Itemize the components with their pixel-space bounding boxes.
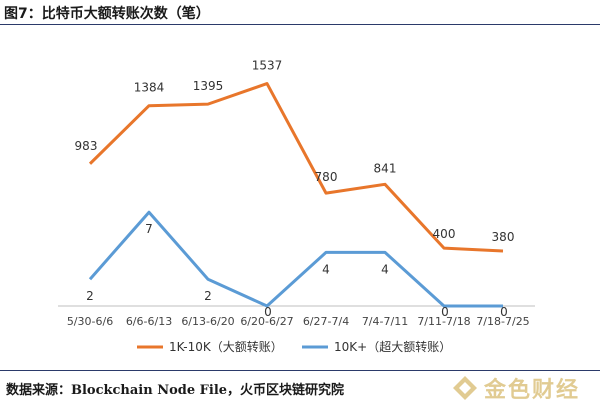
data-label: 2	[204, 289, 212, 303]
x-tick-label: 6/13-6/20	[181, 315, 234, 328]
x-tick-label: 5/30-6/6	[67, 315, 113, 328]
data-label: 380	[492, 230, 515, 244]
chart-title: 图7：比特币大额转账次数（笔）	[4, 3, 210, 23]
source-bar: 数据来源：Blockchain Node File，火币区块链研究院 金色财经	[0, 370, 600, 405]
x-tick-label: 7/18-7/25	[476, 315, 529, 328]
data-label: 841	[374, 161, 397, 175]
legend-item: 1K-10K（大额转账）	[137, 339, 283, 354]
data-label: 400	[433, 227, 456, 241]
data-label: 983	[75, 139, 98, 153]
x-tick-label: 7/11-7/18	[417, 315, 470, 328]
legend-label: 10K+（超大额转账）	[334, 339, 451, 354]
data-label: 1395	[193, 79, 224, 93]
watermark-text: 金色财经	[484, 372, 580, 404]
x-tick-label: 7/4-7/11	[362, 315, 408, 328]
watermark: 金色财经	[452, 374, 592, 402]
golden-finance-logo-icon	[452, 375, 478, 401]
data-label: 7	[145, 222, 153, 236]
legend-label: 1K-10K（大额转账）	[169, 339, 283, 354]
data-label: 1537	[252, 59, 283, 73]
data-label: 4	[381, 262, 389, 276]
title-bar: 图7：比特币大额转账次数（笔）	[0, 0, 600, 25]
legend-item: 10K+（超大额转账）	[302, 339, 451, 354]
x-tick-label: 6/6-6/13	[126, 315, 172, 328]
x-tick-label: 6/20-6/27	[240, 315, 293, 328]
data-label: 1384	[134, 81, 165, 95]
data-label: 2	[86, 289, 94, 303]
data-label: 780	[315, 170, 338, 184]
source-note: 数据来源：Blockchain Node File，火币区块链研究院	[6, 379, 344, 398]
x-tick-label: 6/27-7/4	[303, 315, 349, 328]
data-label: 4	[322, 262, 330, 276]
